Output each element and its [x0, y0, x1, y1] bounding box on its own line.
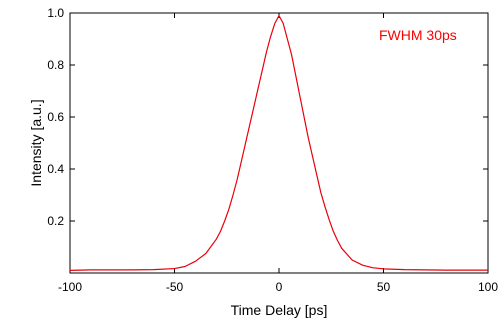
- series-line: [69, 15, 488, 271]
- y-tick-label: 0.8: [47, 58, 64, 72]
- series-layer: [69, 15, 488, 271]
- x-axis-label: Time Delay [ps]: [231, 302, 328, 318]
- x-tick-label: 100: [478, 280, 498, 294]
- y-tick-label: 0.2: [47, 214, 64, 228]
- y-axis-ticks: 0.2 0.4 0.6 0.8 1.0: [47, 6, 488, 228]
- plot-frame: [69, 12, 489, 274]
- x-tick-label: -100: [58, 280, 82, 294]
- x-tick-label: 50: [377, 280, 391, 294]
- y-tick-label: 0.6: [47, 110, 64, 124]
- fwhm-annotation: FWHM 30ps: [379, 27, 457, 43]
- y-tick-label: 0.4: [47, 162, 64, 176]
- x-tick-label: 0: [276, 280, 283, 294]
- y-tick-label: 1.0: [47, 6, 64, 20]
- x-axis-ticks: -100 -50 0 50 100: [58, 13, 498, 294]
- y-axis-label: Intensity [a.u.]: [28, 99, 44, 186]
- x-tick-label: -50: [166, 280, 184, 294]
